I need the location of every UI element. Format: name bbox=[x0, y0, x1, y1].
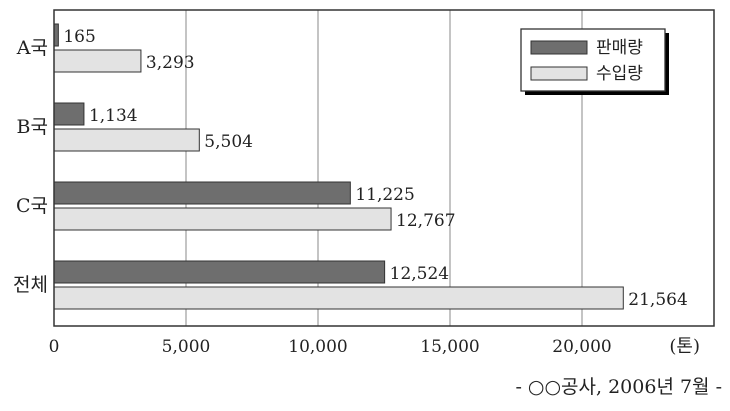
bar-value-label: 1,134 bbox=[89, 106, 138, 126]
x-axis-tick-labels: 0 5,000 10,000 15,000 20,000 bbox=[49, 337, 612, 357]
bar-value-label: 165 bbox=[63, 27, 95, 47]
category-label: C국 bbox=[16, 195, 48, 217]
x-tick-label: 15,000 bbox=[420, 337, 479, 357]
x-tick-label: 0 bbox=[49, 337, 60, 357]
category-label: 전체 bbox=[13, 274, 48, 296]
value-labels: 165 3,293 1,134 5,504 11,225 12,767 12,524 21,5… bbox=[63, 27, 687, 310]
category-label: A국 bbox=[16, 37, 48, 59]
bar-value-label: 12,524 bbox=[390, 264, 449, 284]
legend-label-sales: 판매량 bbox=[596, 38, 643, 58]
bars bbox=[53, 23, 624, 310]
bar-value-label: 11,225 bbox=[355, 185, 414, 205]
bar-imports bbox=[53, 207, 392, 231]
legend-swatch-imports bbox=[530, 66, 588, 81]
legend-swatch-sales bbox=[530, 40, 588, 55]
bar-value-label: 12,767 bbox=[396, 211, 455, 231]
bar-value-label: 5,504 bbox=[204, 132, 253, 152]
bar-sales bbox=[53, 260, 386, 284]
bar-sales bbox=[53, 181, 351, 205]
bar-chart: 165 3,293 1,134 5,504 11,225 12,767 12,524 21,5… bbox=[13, 9, 715, 357]
bar-imports bbox=[53, 286, 624, 310]
legend-label-imports: 수입량 bbox=[596, 64, 643, 84]
x-tick-label: 10,000 bbox=[288, 337, 347, 357]
unit-label: (톤) bbox=[669, 336, 700, 357]
bar-sales bbox=[53, 102, 85, 126]
bar-value-label: 21,564 bbox=[628, 290, 687, 310]
x-tick-label: 20,000 bbox=[552, 337, 611, 357]
bar-imports bbox=[53, 49, 142, 73]
plot-frame bbox=[53, 9, 715, 327]
source-note: - ○○공사, 2006년 7월 - bbox=[515, 376, 722, 398]
x-tick-label: 5,000 bbox=[162, 337, 211, 357]
bar-value-label: 3,293 bbox=[146, 53, 195, 73]
legend: 판매량 수입량 bbox=[520, 28, 669, 95]
bar-imports bbox=[53, 128, 200, 152]
category-label: B국 bbox=[17, 116, 48, 138]
